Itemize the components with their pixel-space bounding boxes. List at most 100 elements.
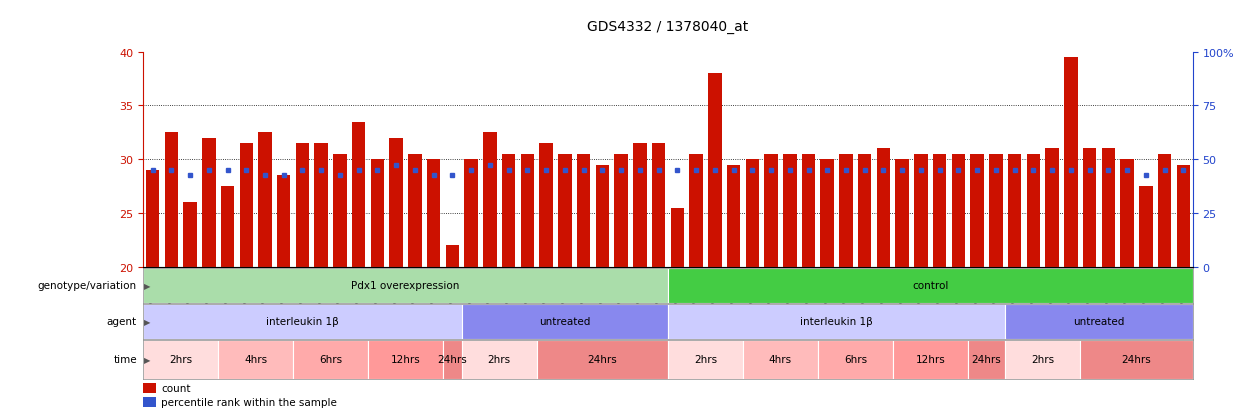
Bar bbox=[443, 340, 462, 379]
Text: 2hrs: 2hrs bbox=[1031, 354, 1055, 365]
Text: 4hrs: 4hrs bbox=[244, 354, 268, 365]
Bar bbox=[1139, 187, 1153, 267]
Bar bbox=[1081, 340, 1193, 379]
Text: 2hrs: 2hrs bbox=[693, 354, 717, 365]
Bar bbox=[483, 133, 497, 267]
Text: 6hrs: 6hrs bbox=[844, 354, 867, 365]
Bar bbox=[427, 160, 441, 267]
Bar bbox=[462, 304, 669, 339]
Bar bbox=[652, 144, 665, 267]
Bar bbox=[1008, 154, 1021, 267]
Bar bbox=[146, 171, 159, 267]
Bar bbox=[990, 154, 1002, 267]
Bar bbox=[1177, 165, 1190, 267]
Bar bbox=[802, 154, 815, 267]
Bar bbox=[183, 203, 197, 267]
Bar bbox=[614, 154, 627, 267]
Bar bbox=[143, 268, 669, 303]
Bar bbox=[143, 304, 462, 339]
Text: ▶: ▶ bbox=[144, 281, 151, 290]
Text: agent: agent bbox=[107, 316, 137, 327]
Bar bbox=[1005, 340, 1081, 379]
Bar bbox=[690, 154, 702, 267]
Bar bbox=[783, 154, 797, 267]
Bar bbox=[914, 154, 928, 267]
Bar bbox=[369, 340, 443, 379]
Text: control: control bbox=[913, 280, 949, 291]
Text: 2hrs: 2hrs bbox=[488, 354, 510, 365]
Bar bbox=[296, 144, 309, 267]
Bar bbox=[558, 154, 571, 267]
Text: 2hrs: 2hrs bbox=[169, 354, 192, 365]
Text: GDS4332 / 1378040_at: GDS4332 / 1378040_at bbox=[588, 20, 748, 34]
Bar bbox=[390, 138, 403, 267]
Bar bbox=[1064, 58, 1078, 267]
Text: time: time bbox=[113, 354, 137, 365]
Bar bbox=[1120, 160, 1134, 267]
Bar bbox=[537, 340, 669, 379]
Bar bbox=[520, 154, 534, 267]
Text: interleukin 1β: interleukin 1β bbox=[266, 316, 339, 327]
Bar bbox=[239, 144, 253, 267]
Bar bbox=[164, 133, 178, 267]
Bar bbox=[315, 144, 327, 267]
Bar bbox=[671, 208, 684, 267]
Text: 6hrs: 6hrs bbox=[319, 354, 342, 365]
Text: untreated: untreated bbox=[539, 316, 590, 327]
Text: 24hrs: 24hrs bbox=[588, 354, 618, 365]
Text: 24hrs: 24hrs bbox=[1122, 354, 1152, 365]
Bar bbox=[708, 74, 722, 267]
Bar bbox=[669, 268, 1193, 303]
Bar bbox=[408, 154, 422, 267]
Bar bbox=[669, 304, 1005, 339]
Bar bbox=[893, 340, 967, 379]
Bar bbox=[895, 160, 909, 267]
Bar bbox=[143, 340, 218, 379]
Bar bbox=[933, 154, 946, 267]
Text: count: count bbox=[161, 383, 190, 393]
Text: Pdx1 overexpression: Pdx1 overexpression bbox=[351, 280, 459, 291]
Text: genotype/variation: genotype/variation bbox=[37, 280, 137, 291]
Text: 12hrs: 12hrs bbox=[915, 354, 945, 365]
Text: 24hrs: 24hrs bbox=[971, 354, 1001, 365]
Bar bbox=[1005, 304, 1193, 339]
Text: 4hrs: 4hrs bbox=[769, 354, 792, 365]
Text: untreated: untreated bbox=[1073, 316, 1124, 327]
Bar bbox=[446, 246, 459, 267]
Bar bbox=[276, 176, 290, 267]
Text: 12hrs: 12hrs bbox=[391, 354, 421, 365]
Text: ▶: ▶ bbox=[144, 317, 151, 326]
Bar bbox=[1027, 154, 1040, 267]
Bar bbox=[258, 133, 271, 267]
Bar bbox=[202, 138, 215, 267]
Bar bbox=[858, 154, 872, 267]
Text: interleukin 1β: interleukin 1β bbox=[801, 316, 873, 327]
Bar bbox=[143, 397, 156, 407]
Bar bbox=[669, 340, 743, 379]
Bar bbox=[539, 144, 553, 267]
Bar bbox=[1102, 149, 1116, 267]
Bar bbox=[876, 149, 890, 267]
Bar bbox=[220, 187, 234, 267]
Bar bbox=[746, 160, 759, 267]
Bar bbox=[462, 340, 537, 379]
Bar bbox=[970, 154, 984, 267]
Bar bbox=[634, 144, 646, 267]
Bar bbox=[595, 165, 609, 267]
Bar bbox=[743, 340, 818, 379]
Bar bbox=[1158, 154, 1172, 267]
Bar bbox=[502, 154, 515, 267]
Bar bbox=[820, 160, 834, 267]
Text: 24hrs: 24hrs bbox=[437, 354, 467, 365]
Bar bbox=[1083, 149, 1097, 267]
Bar bbox=[371, 160, 385, 267]
Bar bbox=[352, 122, 366, 267]
Bar bbox=[818, 340, 893, 379]
Bar bbox=[293, 340, 369, 379]
Bar bbox=[839, 154, 853, 267]
Bar bbox=[218, 340, 293, 379]
Bar bbox=[334, 154, 346, 267]
Bar bbox=[727, 165, 741, 267]
Bar bbox=[464, 160, 478, 267]
Bar bbox=[143, 383, 156, 393]
